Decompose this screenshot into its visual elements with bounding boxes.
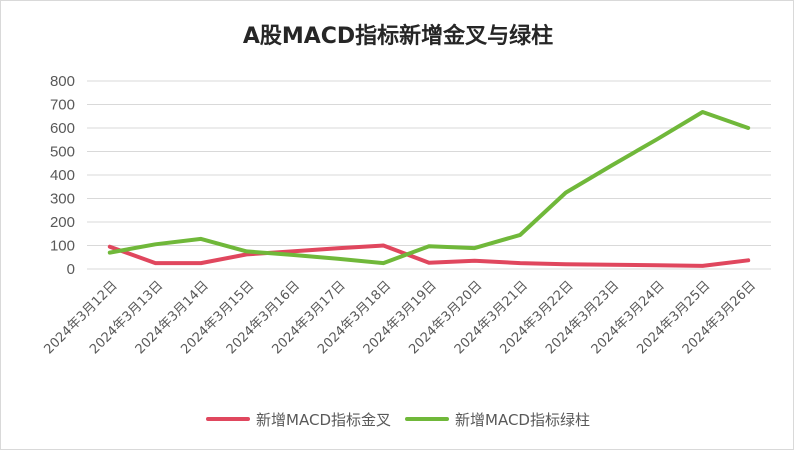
legend-swatch-green-bar [405, 417, 449, 421]
series-line-1 [107, 243, 751, 268]
y-tick-label: 400 [50, 167, 75, 184]
y-tick-label: 700 [50, 97, 75, 114]
y-tick-label: 300 [50, 191, 75, 208]
y-tick-label: 600 [50, 120, 75, 137]
chart-legend: 新增MACD指标金叉 新增MACD指标绿柱 [1, 407, 794, 431]
y-tick-label: 200 [50, 214, 75, 231]
legend-item-golden-cross: 新增MACD指标金叉 [206, 409, 391, 430]
legend-label-green-bar: 新增MACD指标绿柱 [455, 410, 590, 429]
legend-item-green-bar: 新增MACD指标绿柱 [405, 409, 590, 430]
legend-label-golden-cross: 新增MACD指标金叉 [256, 410, 391, 429]
series-line-2 [107, 110, 751, 266]
y-tick-label: 800 [50, 73, 75, 90]
legend-swatch-golden-cross [206, 417, 251, 421]
y-tick-label: 100 [50, 238, 75, 255]
chart-title: A股MACD指标新增金叉与绿柱 [242, 24, 554, 49]
y-tick-label: 500 [50, 144, 75, 161]
y-tick-label: 0 [67, 261, 75, 278]
